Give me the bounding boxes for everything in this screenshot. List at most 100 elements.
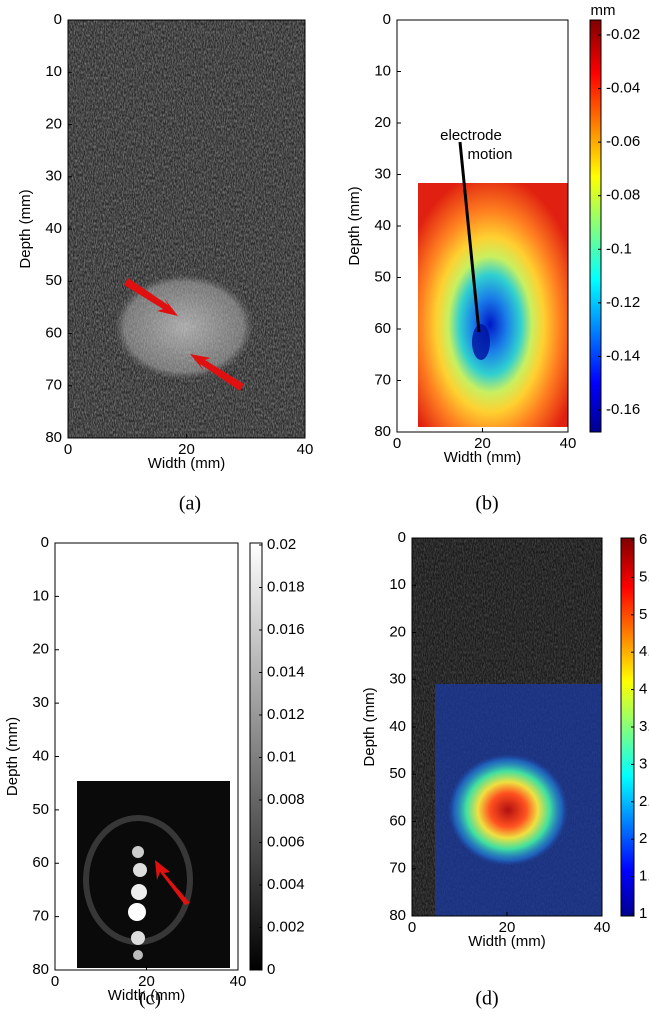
colorbar-tick-label: 2 [639,830,647,847]
colorbar-tick-label: 4. [639,643,649,660]
colorbar-tick-label: 0.02 [267,536,296,553]
y-tick-label: 40 [389,718,406,735]
y-tick-label: 20 [32,641,49,658]
colorbar-tick-label: -0.1 [606,240,632,257]
image-b [418,141,568,427]
x-tick-label: 20 [474,435,491,452]
y-tick-label: 30 [45,168,62,185]
y-tick-label: 0 [398,529,406,546]
x-tick-label: 0 [64,441,72,458]
colorbar-tick-label: 0.006 [267,833,305,850]
y-axis-label: Depth (mm) [346,186,363,265]
colorbar [249,542,263,971]
caption: (a) [179,493,201,515]
x-axis-label: Width (mm) [468,933,546,950]
colorbar-tick-label: 0.002 [267,918,305,935]
y-tick-label: 80 [389,907,406,924]
y-tick-label: 60 [374,320,391,337]
colorbar-tick-label: 5. [639,568,649,585]
y-tick-label: 60 [32,854,49,871]
x-tick-label: 0 [393,435,401,452]
x-tick-label: 40 [297,441,314,458]
caption: (b) [475,493,498,515]
y-tick-label: 30 [374,165,391,182]
y-tick-label: 40 [45,220,62,237]
colorbar-tick-label: 0.018 [267,578,305,595]
x-tick-label: 40 [230,973,247,990]
colorbar-label: mm [591,2,616,19]
y-tick-label: 50 [374,268,391,285]
colorbar-tick-label: 0.008 [267,791,305,808]
colorbar-tick-label: 1 [639,905,647,922]
y-tick-label: 50 [32,801,49,818]
caption: (c) [139,988,161,1010]
y-tick-label: 0 [41,534,49,551]
annotation: motion [467,146,512,163]
colorbar [589,19,602,433]
colorbar-tick-label: 2. [639,793,649,810]
colorbar-tick-label: -0.14 [606,347,640,364]
colorbar-tick-label: 0.014 [267,663,305,680]
x-tick-label: 40 [560,435,577,452]
x-tick-label: 40 [594,919,611,936]
x-axis-label: Width (mm) [108,987,186,1004]
y-tick-label: 80 [45,429,62,446]
x-axis-label: Width (mm) [148,455,226,472]
y-tick-label: 10 [45,63,62,80]
y-axis-label: Depth (mm) [361,687,378,766]
y-tick-label: 70 [374,371,391,388]
colorbar-tick-label: -0.16 [606,401,640,418]
y-tick-label: 50 [45,272,62,289]
x-tick-label: 0 [408,919,416,936]
y-tick-label: 10 [374,62,391,79]
x-tick-label: 20 [178,441,195,458]
image-a [68,20,305,438]
y-tick-label: 20 [45,115,62,132]
y-tick-label: 70 [389,860,406,877]
y-tick-label: 60 [389,812,406,829]
colorbar-tick-label: 4 [639,681,647,698]
y-tick-label: 80 [374,423,391,440]
colorbar-tick-label: -0.08 [606,187,640,204]
y-axis-label: Depth (mm) [17,189,34,268]
colorbar-tick-label: 6 [639,531,647,548]
colorbar-tick-label: 3 [639,755,647,772]
colorbar-tick-label: 3. [639,718,649,735]
y-tick-label: 70 [45,377,62,394]
image-d [412,538,602,916]
colorbar-tick-label: 1. [639,868,649,885]
y-tick-label: 30 [389,671,406,688]
x-tick-label: 20 [138,973,155,990]
y-tick-label: 30 [32,694,49,711]
y-tick-label: 20 [389,623,406,640]
colorbar-tick-label: 0 [267,961,275,978]
y-tick-label: 70 [32,908,49,925]
y-tick-label: 0 [383,11,391,28]
y-tick-label: 40 [374,217,391,234]
x-tick-label: 0 [51,973,59,990]
colorbar-tick-label: -0.02 [606,26,640,43]
colorbar-tick-label: 0.016 [267,621,305,638]
colorbar-tick-label: 0.01 [267,748,296,765]
image-c [77,781,230,968]
x-axis-label: Width (mm) [444,449,522,466]
y-tick-label: 60 [45,324,62,341]
y-tick-label: 0 [54,11,62,28]
y-tick-label: 10 [389,576,406,593]
colorbar-tick-label: 0.012 [267,706,305,723]
colorbar-tick-label: -0.04 [606,80,640,97]
y-tick-label: 50 [389,765,406,782]
y-tick-label: 10 [32,587,49,604]
colorbar-tick-label: 5 [639,606,647,623]
caption: (d) [475,988,498,1010]
y-tick-label: 80 [32,961,49,978]
annotation: electrode [440,127,502,144]
colorbar-tick-label: -0.12 [606,294,640,311]
x-tick-label: 20 [499,919,516,936]
y-axis-label: Depth (mm) [4,717,21,796]
colorbar-tick-label: 0.004 [267,876,305,893]
colorbar-tick-label: -0.06 [606,133,640,150]
y-tick-label: 40 [32,747,49,764]
